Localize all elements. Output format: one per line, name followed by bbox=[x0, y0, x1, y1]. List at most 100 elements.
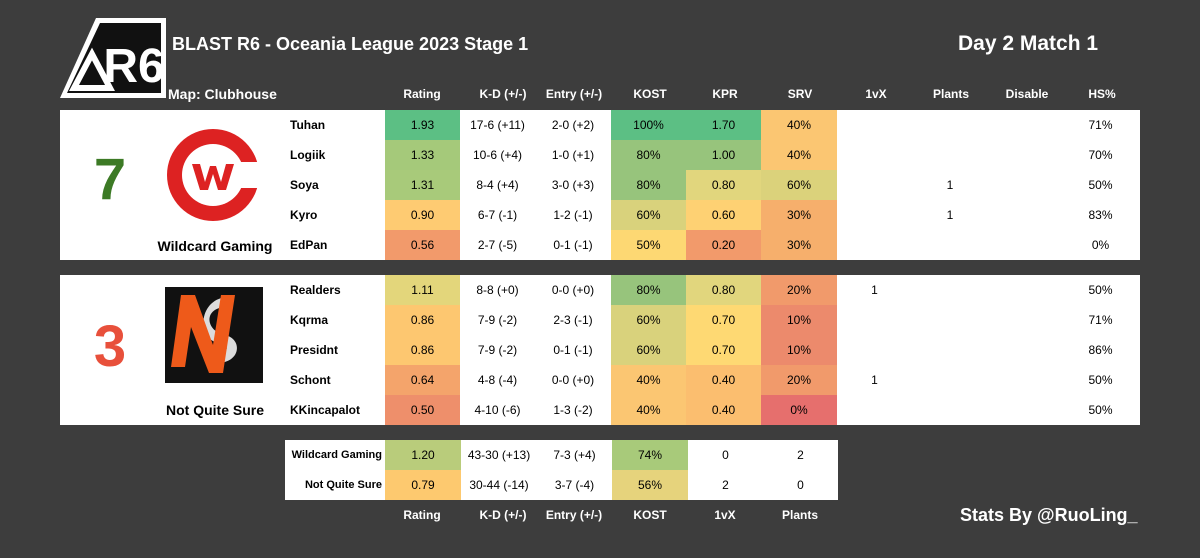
stat-plants bbox=[912, 140, 988, 170]
stat-onevx bbox=[837, 140, 912, 170]
header-kost: KOST bbox=[633, 87, 667, 101]
stat-onevx bbox=[837, 395, 912, 425]
stat-plants bbox=[912, 275, 988, 305]
summary-kd: 30-44 (-14) bbox=[469, 478, 529, 492]
stat-srv: 0% bbox=[761, 395, 837, 425]
header-disable: Disable bbox=[1005, 87, 1049, 101]
stat-onevx bbox=[837, 305, 912, 335]
stat-kpr: 0.80 bbox=[686, 170, 761, 200]
stat-disable bbox=[988, 170, 1063, 200]
summary-entry: 3-7 (-4) bbox=[554, 478, 595, 492]
stat-srv: 10% bbox=[761, 335, 837, 365]
stat-hs: 50% bbox=[1088, 403, 1113, 417]
stat-onevx: 1 bbox=[871, 283, 878, 297]
header-hs: HS% bbox=[1088, 87, 1116, 101]
footer-1vx: 1vX bbox=[714, 508, 736, 522]
stat-kost: 40% bbox=[611, 395, 686, 425]
header-kpr: KPR bbox=[712, 87, 738, 101]
stat-onevx bbox=[837, 170, 912, 200]
stat-kpr: 0.70 bbox=[686, 305, 761, 335]
summary-rating: 0.79 bbox=[385, 470, 461, 500]
stat-kost: 80% bbox=[611, 170, 686, 200]
header-1vx: 1vX bbox=[865, 87, 887, 101]
stat-kost: 80% bbox=[611, 275, 686, 305]
stat-onevx bbox=[837, 110, 912, 140]
header-srv: SRV bbox=[787, 87, 813, 101]
summary-kost: 56% bbox=[612, 470, 688, 500]
nqs-logo bbox=[165, 287, 263, 383]
stat-kpr: 1.70 bbox=[686, 110, 761, 140]
stat-hs: 83% bbox=[1088, 208, 1113, 222]
stat-hs: 70% bbox=[1088, 148, 1113, 162]
stat-rating: 0.50 bbox=[385, 395, 460, 425]
stat-plants bbox=[912, 230, 988, 260]
stat-kost: 50% bbox=[611, 230, 686, 260]
summary-entry: 7-3 (+4) bbox=[553, 448, 596, 462]
team-score: 7 bbox=[93, 147, 127, 212]
stat-kd: 2-7 (-5) bbox=[477, 238, 518, 252]
stat-entry: 2-0 (+2) bbox=[551, 118, 595, 132]
stat-kpr: 0.40 bbox=[686, 365, 761, 395]
player-name: Soya bbox=[290, 178, 319, 192]
stat-srv: 30% bbox=[761, 230, 837, 260]
team-score: 3 bbox=[93, 314, 127, 379]
credit-label: Stats By @RuoLing_ bbox=[960, 505, 1138, 525]
page-title: BLAST R6 - Oceania League 2023 Stage 1 bbox=[172, 34, 529, 54]
player-name: EdPan bbox=[290, 238, 328, 252]
header-plants: Plants bbox=[932, 87, 969, 101]
stat-plants bbox=[912, 365, 988, 395]
stat-disable bbox=[988, 230, 1063, 260]
stat-hs: 0% bbox=[1091, 238, 1110, 252]
stat-hs: 71% bbox=[1088, 118, 1113, 132]
summary-kd: 43-30 (+13) bbox=[467, 448, 531, 462]
player-name: Kqrma bbox=[290, 313, 329, 327]
stat-kost: 60% bbox=[611, 200, 686, 230]
footer-plants: Plants bbox=[781, 508, 818, 522]
stat-disable bbox=[988, 305, 1063, 335]
stat-onevx: 1 bbox=[871, 373, 878, 387]
stat-disable bbox=[988, 335, 1063, 365]
stat-hs: 71% bbox=[1088, 313, 1113, 327]
stat-kpr: 0.60 bbox=[686, 200, 761, 230]
stat-entry: 0-1 (-1) bbox=[553, 343, 593, 357]
stat-srv: 10% bbox=[761, 305, 837, 335]
stat-entry: 1-3 (-2) bbox=[553, 403, 593, 417]
stat-disable bbox=[988, 200, 1063, 230]
summary-onevx: 0 bbox=[722, 448, 729, 462]
stat-onevx bbox=[837, 200, 912, 230]
logo-text: R6 bbox=[103, 40, 164, 93]
wildcard-logo bbox=[162, 124, 268, 226]
stat-kd: 7-9 (-2) bbox=[477, 313, 518, 327]
stat-entry: 3-0 (+3) bbox=[551, 178, 595, 192]
footer-rating: Rating bbox=[403, 508, 441, 522]
day-match-label: Day 2 Match 1 bbox=[958, 32, 1099, 55]
stat-rating: 0.56 bbox=[385, 230, 460, 260]
stat-plants bbox=[912, 110, 988, 140]
stat-entry: 0-1 (-1) bbox=[553, 238, 593, 252]
summary-team-name: Wildcard Gaming bbox=[291, 449, 382, 461]
stat-kpr: 0.20 bbox=[686, 230, 761, 260]
stat-kd: 4-8 (-4) bbox=[477, 373, 518, 387]
stat-kd: 10-6 (+4) bbox=[472, 148, 523, 162]
summary-table: Wildcard Gaming 1.20 43-30 (+13) 7-3 (+4) 74… bbox=[285, 440, 838, 500]
stat-plants bbox=[912, 335, 988, 365]
stat-kpr: 1.00 bbox=[686, 140, 761, 170]
player-name: Schont bbox=[290, 373, 331, 387]
stat-srv: 30% bbox=[761, 200, 837, 230]
stat-kd: 7-9 (-2) bbox=[477, 343, 518, 357]
player-name: Realders bbox=[290, 283, 341, 297]
header-rating: Rating bbox=[403, 87, 441, 101]
stat-kost: 40% bbox=[611, 365, 686, 395]
player-name: Presidnt bbox=[290, 343, 339, 357]
map-label: Map: Clubhouse bbox=[168, 86, 277, 102]
summary-kost: 74% bbox=[612, 440, 688, 470]
stat-plants bbox=[912, 395, 988, 425]
player-name: Logiik bbox=[290, 148, 326, 162]
summary-onevx: 2 bbox=[722, 478, 729, 492]
stat-disable bbox=[988, 110, 1063, 140]
stat-disable bbox=[988, 395, 1063, 425]
stat-kost: 60% bbox=[611, 305, 686, 335]
stat-disable bbox=[988, 365, 1063, 395]
header-kd: K-D (+/-) bbox=[479, 87, 527, 101]
blast-r6-logo: R6 bbox=[58, 16, 168, 100]
